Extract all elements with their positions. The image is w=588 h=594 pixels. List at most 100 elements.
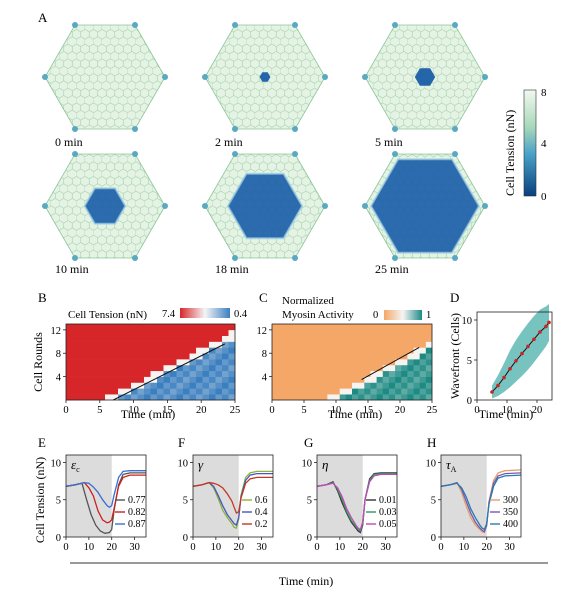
x-tick-label: 30 [256, 542, 267, 553]
heatmap-cell [183, 382, 190, 389]
heatmap-cell [284, 347, 291, 354]
line-panel: γ 0.60.40.2 0 10 20 30 0 5 10 [178, 454, 274, 553]
vertex-cell [72, 151, 78, 158]
heatmap-cell [157, 382, 164, 389]
heatmap-cell [196, 347, 203, 354]
heatmap-cell [183, 353, 190, 360]
heatmap-cell [284, 353, 291, 360]
heatmap-cell [407, 324, 414, 331]
wavefront-point [538, 330, 542, 334]
heatmap-cell [308, 324, 316, 331]
snapshot-label: 25 min [375, 262, 409, 276]
legend-label: 400 [503, 519, 518, 530]
heatmap-cell [215, 329, 223, 336]
heatmap-cell [105, 335, 112, 342]
heatmap-cell [105, 359, 112, 366]
heatmap-cell [98, 359, 106, 366]
heatmap-cell [222, 394, 229, 401]
x-tick-label: 30 [129, 542, 140, 553]
heatmap-cell [196, 394, 203, 401]
heatmap-cell [407, 335, 414, 342]
heatmap-cell [144, 329, 151, 336]
heatmap-cell [189, 347, 197, 354]
x-tick-label: 0 [63, 405, 68, 416]
heatmap-cell [376, 324, 384, 331]
vertex-cell [132, 254, 138, 261]
heatmap-cell [308, 376, 316, 383]
y-tick-label: 10 [426, 458, 437, 469]
heatmap-cell [202, 394, 210, 401]
heatmap-cell [202, 359, 210, 366]
heatmap-cell [189, 359, 197, 366]
heatmap-cell [333, 341, 340, 348]
x-tick-label: 10 [335, 542, 346, 553]
heatmap-cell [376, 394, 384, 401]
vertex-cell [162, 74, 168, 80]
heatmap-cell [401, 376, 408, 383]
heatmap-cell [401, 382, 408, 389]
vertex-cell [162, 203, 168, 209]
heatmap-cell [85, 382, 93, 389]
heatmap-cell [111, 347, 119, 354]
panel-label-b: B [38, 290, 47, 305]
heatmap-cell [189, 324, 197, 331]
heatmap-cell [272, 341, 279, 348]
heatmap-cell [315, 324, 322, 331]
heatmap-cell [196, 359, 203, 366]
heatmap-cell [228, 335, 236, 342]
heatmap-cell [395, 329, 402, 336]
heatmap-cell [228, 347, 236, 354]
heatmap-cell [308, 364, 316, 372]
heatmap-cell [284, 394, 291, 401]
heatmap-cell [170, 341, 177, 348]
heatmap-cell [79, 382, 86, 389]
heatmap-cell [401, 329, 408, 336]
heatmap-cell [278, 359, 285, 366]
x-tick-label: 25 [230, 405, 241, 416]
heatmap-cell [222, 329, 229, 336]
heatmap-cell [358, 388, 365, 395]
heatmap-cell [176, 388, 184, 395]
heatmap-cell [413, 335, 420, 342]
heatmap-cell [370, 335, 377, 342]
heatmap-cell [327, 335, 334, 342]
heatmap-cell [228, 382, 236, 389]
heatmap-cell [72, 364, 80, 372]
heatmap-cell [170, 364, 177, 372]
heatmap-cell [395, 341, 402, 348]
heatmap-cell [66, 329, 73, 336]
panel-b-ylabel: Cell Rounds [31, 332, 45, 392]
heatmap-cell [345, 324, 353, 331]
heatmap-cell [382, 341, 390, 348]
heatmap-cell [105, 376, 112, 383]
snapshot-label: 0 min [55, 135, 83, 149]
heatmap-cell [72, 347, 80, 354]
heatmap-cell [388, 376, 396, 383]
heatmap-cell [388, 341, 396, 348]
y-tick-label: 5 [431, 496, 436, 507]
heatmap-cell [85, 335, 93, 342]
heatmap-cell [137, 335, 145, 342]
heatmap-cell [290, 353, 297, 360]
y-tick-label: 0 [56, 533, 61, 544]
heatmap-cell [163, 335, 171, 342]
heatmap-cell [170, 329, 177, 336]
heatmap-cell [144, 347, 151, 354]
heatmap-cell [388, 388, 396, 395]
heatmap-cell [364, 335, 371, 342]
heatmap-cell [290, 394, 297, 401]
heatmap-cell [352, 347, 359, 354]
legend-label: 0.77 [128, 495, 146, 506]
heatmap-cell [358, 335, 365, 342]
heatmap-cell [202, 341, 210, 348]
heatmap-cell [395, 370, 402, 377]
vertex-cell [452, 22, 458, 29]
heatmap-cell [290, 359, 297, 366]
x-tick-label: 5 [97, 405, 102, 416]
heatmap-cell [118, 324, 125, 331]
heatmap-cell [66, 341, 73, 348]
heatmap-cell [85, 341, 93, 348]
parameter-subscript: c [76, 465, 80, 474]
heatmap-cell [339, 329, 347, 336]
panel-label-f: F [178, 435, 185, 450]
